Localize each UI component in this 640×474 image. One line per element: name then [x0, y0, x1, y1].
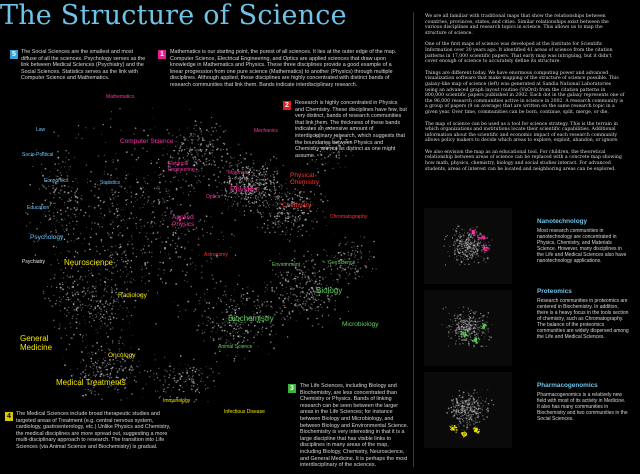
intro-paragraph: We also envision the map as an education… [425, 149, 622, 172]
note-4-badge: 4 [5, 412, 13, 421]
note-5-text: The Social Sciences are the smallest and… [21, 49, 146, 82]
note-5-badge: 5 [10, 50, 18, 59]
label-biochemistry: Biochemistry [228, 314, 274, 323]
intro-paragraph: The map of science can be used as a tool… [425, 121, 619, 144]
proteomics-title: Proteomics [537, 288, 572, 295]
label-optics: Optics [206, 194, 221, 200]
label-socio-political: Socio-Political [22, 152, 54, 158]
column-divider [413, 12, 414, 467]
label-infectious-disease: Infectious Disease [224, 409, 265, 415]
label-economics: Economics [44, 178, 69, 184]
label-computer-science: Computer Science [120, 138, 174, 145]
pharmacogenomics-title: Pharmacogenomics [537, 382, 598, 389]
label-electrical-engineering: Electrical Engineering [168, 161, 195, 173]
label-environment: Environment [272, 262, 301, 268]
pharmacogenomics-text: Pharmacogenomics is a relatively new fie… [537, 392, 628, 422]
science-galaxy-map [25, 107, 377, 405]
label-medical-treatments: Medical Treatments [56, 378, 126, 387]
label-biology: Biology [316, 286, 343, 295]
pharmacogenomics-inset-map [424, 372, 512, 448]
label-general-medicine: General Medicine [20, 334, 53, 352]
nanotechnology-title: Nanotechnology [537, 218, 588, 225]
nanotechnology-inset-map [424, 208, 512, 284]
note-2-badge: 2 [283, 101, 291, 110]
intro-paragraph: Things are different today. We have enor… [425, 70, 625, 115]
note-3-text: The Life Sciences, including Biology and… [300, 383, 409, 469]
label-radiology: Radiology [118, 292, 147, 299]
page-title: The Structure of Science [0, 0, 347, 31]
note-1-badge: 1 [158, 50, 166, 59]
label-chromatography: Chromatography [330, 214, 368, 220]
label-law: Law [36, 127, 46, 133]
label-physics: Physics [230, 185, 258, 194]
note-4-text: The Medical Sciences include broad thera… [16, 411, 171, 450]
note-1-text: Mathematics is our starting point, the p… [170, 49, 397, 88]
note-2-text: Research is highly concentrated in Physi… [295, 100, 407, 159]
label-physical-chemistry: Physical Chemistry [290, 172, 320, 186]
label-education: Education [27, 205, 50, 211]
label-applied-physics: Applied Physics [172, 214, 195, 228]
label-mathematics: Mathematics [106, 94, 135, 100]
proteomics-inset-map [424, 290, 512, 366]
label-oncology: Oncology [108, 352, 136, 359]
label-geoscience: GeoScience [328, 260, 356, 266]
label-astronomy: Astronomy [204, 252, 228, 258]
label-animal-science: Animal Science [218, 344, 253, 350]
label-neuroscience: Neuroscience [64, 258, 113, 267]
proteomics-text: Research communities in proteomics are c… [537, 298, 629, 340]
intro-paragraph: One of the first maps of science was dev… [425, 42, 613, 65]
intro-paragraph: We are all familiar with traditional map… [425, 14, 609, 36]
label-mechanics: Mechanics [254, 128, 278, 134]
label-immunology: Immunology [163, 398, 191, 404]
label-microbiology: Microbiology [342, 321, 379, 328]
intro-text-column: We are all familiar with traditional map… [425, 14, 625, 178]
label-materials: Materials [228, 170, 249, 176]
label-chemistry: Chemistry [282, 202, 312, 209]
label-statistics: Statistics [100, 180, 121, 186]
label-psychiatry: Psychiatry [22, 259, 46, 265]
nanotechnology-text: Most research communities in nanotechnol… [537, 228, 627, 264]
label-psychology: Psychology [30, 234, 64, 241]
note-3-badge: 3 [288, 384, 296, 393]
